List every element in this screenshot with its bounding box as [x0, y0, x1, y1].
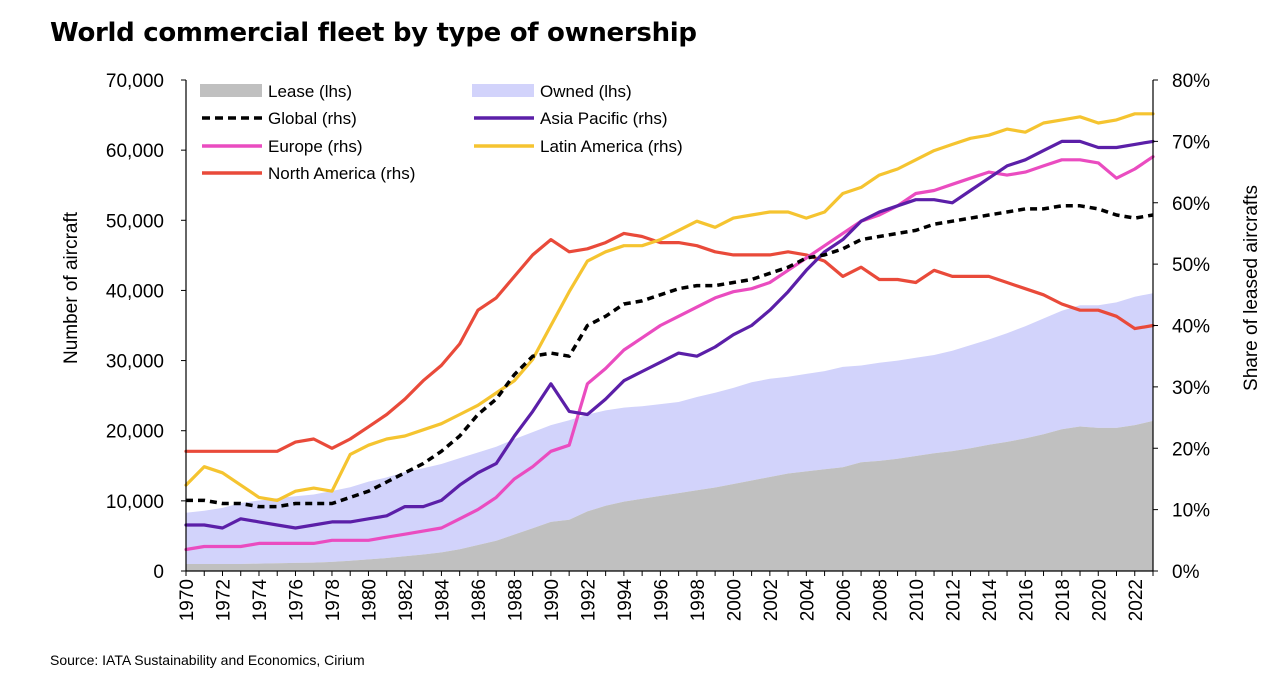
x-tick-label: 2004	[797, 579, 818, 622]
left-tick-label: 30,000	[106, 352, 164, 373]
x-tick-label: 2018	[1053, 579, 1074, 621]
legend: Lease (lhs) Owned (lhs) Global (rhs) Asi…	[200, 82, 683, 183]
line-asia	[184, 139, 1155, 530]
line-global	[186, 204, 1154, 509]
legend-swatch-lease	[200, 84, 262, 97]
x-tick-label: 2006	[834, 579, 855, 621]
left-tick-label: 10,000	[106, 492, 164, 513]
left-tick-label: 0	[153, 562, 164, 583]
x-tick-label: 2012	[943, 579, 964, 621]
chart-title: World commercial fleet by type of owners…	[50, 18, 697, 48]
legend-label-europe: Europe (rhs)	[268, 137, 362, 156]
x-tick-label: 2016	[1016, 579, 1037, 621]
x-tick-label: 2008	[870, 579, 891, 621]
legend-label-owned: Owned (lhs)	[540, 82, 632, 101]
x-tick-label: 1988	[505, 579, 526, 621]
line-latam	[184, 112, 1155, 502]
x-tick-label: 1986	[469, 579, 490, 621]
area-owned	[186, 293, 1153, 564]
right-tick-label: 30%	[1172, 378, 1210, 399]
left-tick-label: 50,000	[106, 211, 164, 232]
right-axis-title: Share of leased aircrafts	[1241, 185, 1262, 391]
area-lease	[186, 420, 1153, 571]
fleet-chart: 0 10,000 20,000 30,000 40,000 50,000 60,000 70,…	[61, 71, 1262, 622]
left-tick-label: 60,000	[106, 141, 164, 162]
left-tick-label: 20,000	[106, 422, 164, 443]
x-tick-label: 1990	[542, 579, 563, 621]
x-tick-label: 1970	[177, 579, 198, 621]
x-tick-label: 1978	[323, 579, 344, 621]
x-tick-label: 1980	[360, 579, 381, 621]
x-tick-label: 2014	[980, 579, 1001, 622]
left-tick-label: 40,000	[106, 281, 164, 302]
x-tick-label: 1974	[250, 579, 271, 622]
x-tick-label: 1996	[651, 579, 672, 621]
legend-swatch-owned	[472, 84, 534, 97]
x-tick-label: 2020	[1089, 579, 1110, 621]
x-tick-label: 1992	[578, 579, 599, 621]
legend-label-lease: Lease (lhs)	[268, 82, 352, 101]
right-tick-label: 20%	[1172, 439, 1210, 460]
right-tick-label: 40%	[1172, 317, 1210, 338]
x-tick-label: 1972	[214, 579, 235, 621]
source-note: Source: IATA Sustainability and Economic…	[50, 652, 365, 668]
x-tick-label: 1994	[615, 579, 636, 622]
right-tick-label: 50%	[1172, 255, 1210, 276]
left-axis-title: Number of aircraft	[61, 211, 82, 364]
right-tick-labels: 0% 10% 20% 30% 40% 50% 60% 70% 80%	[1153, 71, 1210, 583]
x-tick-label: 2022	[1126, 579, 1147, 621]
x-tick-label: 1984	[432, 579, 453, 622]
area-layer	[186, 293, 1153, 571]
right-tick-label: 0%	[1172, 562, 1200, 583]
x-tick-label: 1998	[688, 579, 709, 621]
left-tick-labels: 0 10,000 20,000 30,000 40,000 50,000 60,000 70,…	[106, 71, 186, 583]
line-layer	[184, 112, 1155, 552]
legend-label-asia: Asia Pacific (rhs)	[540, 109, 668, 128]
x-tick-label: 1976	[287, 579, 308, 621]
x-tick-label: 2002	[761, 579, 782, 621]
right-tick-label: 70%	[1172, 132, 1210, 153]
x-tick-labels: 1970 1972 1974 1976 1978 1980 1982 1984 1986 1988…	[177, 571, 1154, 622]
right-tick-label: 60%	[1172, 194, 1210, 215]
right-tick-label: 80%	[1172, 71, 1210, 92]
line-na	[184, 231, 1155, 453]
x-tick-label: 2010	[907, 579, 928, 621]
x-tick-label: 1982	[396, 579, 417, 621]
legend-label-global: Global (rhs)	[268, 109, 357, 128]
legend-label-latam: Latin America (rhs)	[540, 137, 683, 156]
legend-label-na: North America (rhs)	[268, 164, 415, 183]
right-tick-label: 10%	[1172, 501, 1210, 522]
left-tick-label: 70,000	[106, 71, 164, 92]
line-europe	[184, 155, 1155, 552]
x-tick-label: 2000	[724, 579, 745, 621]
